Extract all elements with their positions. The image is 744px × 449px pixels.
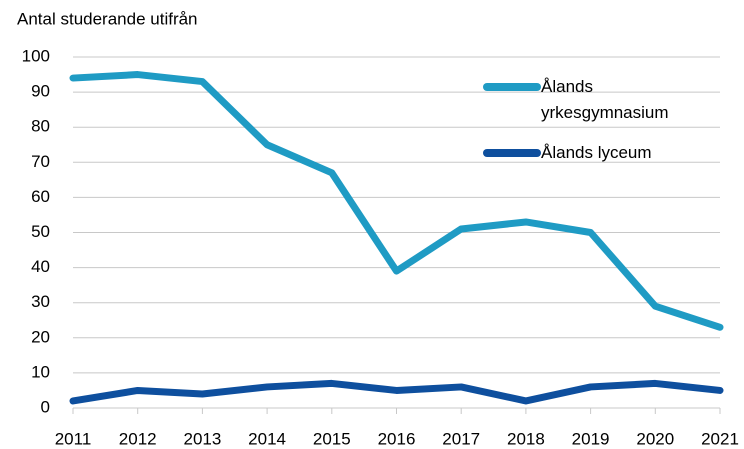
- legend-label: Ålands yrkesgymnasium: [541, 77, 669, 122]
- x-tick-label: 2019: [572, 429, 610, 448]
- x-tick-label: 2013: [183, 429, 221, 448]
- y-tick-label: 60: [31, 187, 50, 206]
- x-tick-label: 2016: [378, 429, 416, 448]
- legend-swatch: [483, 149, 541, 157]
- y-tick-label: 90: [31, 82, 50, 101]
- y-tick-label: 20: [31, 327, 50, 346]
- x-tick-label: 2014: [248, 429, 286, 448]
- y-tick-label: 100: [22, 46, 50, 65]
- series-line: [69, 379, 724, 405]
- x-tick-label: 2012: [119, 429, 157, 448]
- x-tick-label: 2015: [313, 429, 351, 448]
- y-tick-label: 50: [31, 222, 50, 241]
- chart-title: Antal studerande utifrån: [17, 9, 198, 28]
- y-tick-label: 40: [31, 257, 50, 276]
- legend-label: Ålands lyceum: [541, 143, 652, 162]
- series-line: [69, 71, 724, 331]
- x-tick-label: 2021: [701, 429, 739, 448]
- x-tick-label: 2011: [55, 429, 92, 448]
- x-tick-label: 2018: [507, 429, 545, 448]
- y-tick-label: 70: [31, 152, 50, 171]
- legend-item: Ålands yrkesgymnasium: [483, 74, 681, 126]
- y-tick-label: 10: [31, 362, 50, 381]
- legend-swatch: [483, 83, 541, 91]
- legend-item: Ålands lyceum: [483, 140, 716, 166]
- y-tick-label: 30: [31, 292, 50, 311]
- x-tick-label: 2017: [442, 429, 480, 448]
- y-tick-label: 80: [31, 117, 50, 136]
- y-tick-label: 0: [41, 397, 50, 416]
- x-tick-label: 2020: [636, 429, 674, 448]
